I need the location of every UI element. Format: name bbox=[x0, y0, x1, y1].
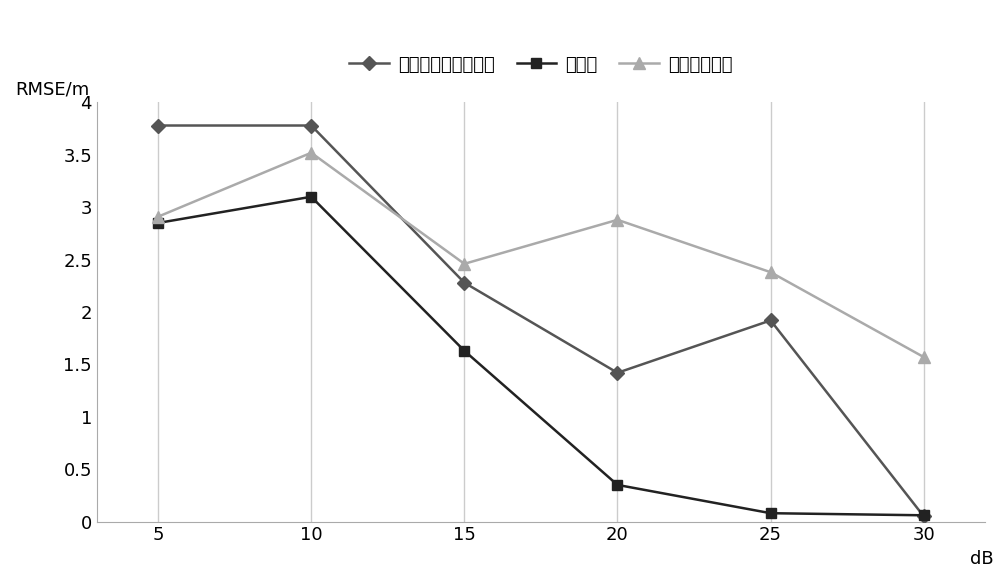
约束加权最小二乘法 bbox=[152, 122, 164, 129]
X-axis label: dB: dB bbox=[970, 550, 994, 568]
Line: 本发明: 本发明 bbox=[153, 192, 929, 520]
本发明 bbox=[305, 193, 317, 200]
约束加权最小二乘法 bbox=[305, 122, 317, 129]
约束加权最小二乘法 bbox=[765, 317, 777, 324]
约束加权最小二乘法 bbox=[611, 369, 623, 376]
Legend: 约束加权最小二乘法, 本发明, 遗传寻优算法: 约束加权最小二乘法, 本发明, 遗传寻优算法 bbox=[342, 48, 740, 81]
遗传寻优算法 bbox=[458, 261, 470, 268]
遗传寻优算法 bbox=[305, 149, 317, 156]
本发明 bbox=[458, 347, 470, 354]
约束加权最小二乘法 bbox=[458, 279, 470, 286]
本发明 bbox=[765, 510, 777, 517]
Line: 约束加权最小二乘法: 约束加权最小二乘法 bbox=[153, 121, 929, 521]
Y-axis label: RMSE/m: RMSE/m bbox=[15, 80, 89, 99]
约束加权最小二乘法 bbox=[918, 513, 930, 520]
遗传寻优算法 bbox=[611, 216, 623, 223]
Line: 遗传寻优算法: 遗传寻优算法 bbox=[153, 147, 929, 363]
遗传寻优算法 bbox=[918, 353, 930, 360]
本发明 bbox=[611, 482, 623, 489]
遗传寻优算法 bbox=[765, 269, 777, 276]
本发明 bbox=[152, 219, 164, 226]
遗传寻优算法 bbox=[152, 213, 164, 220]
本发明 bbox=[918, 512, 930, 519]
